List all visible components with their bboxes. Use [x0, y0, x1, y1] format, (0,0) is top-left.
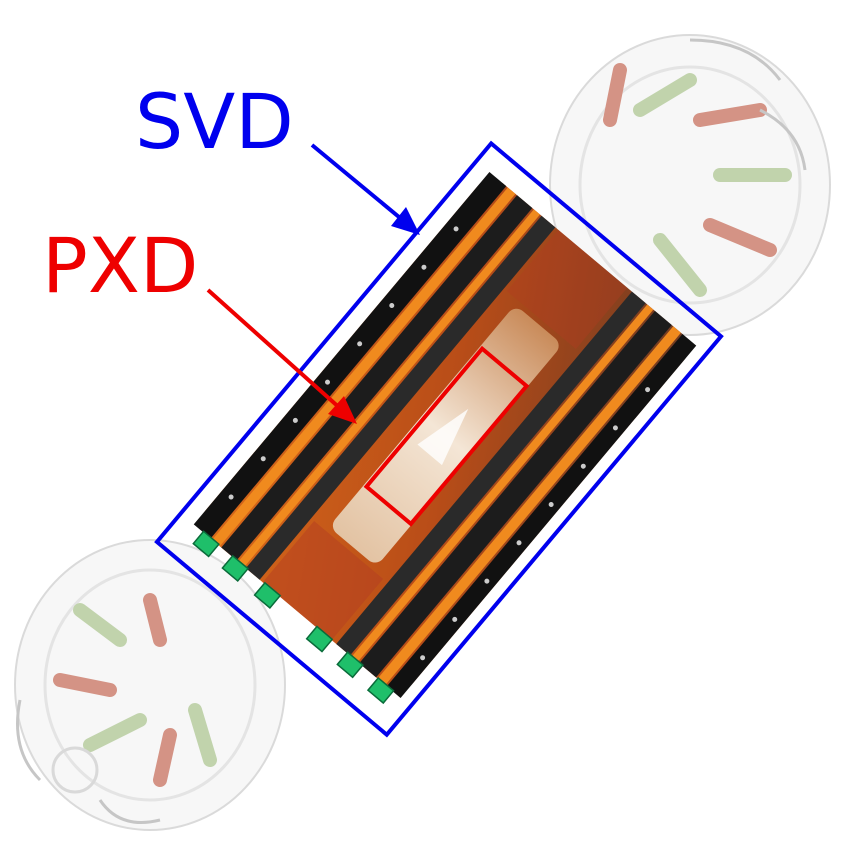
pxd-outline-box: [363, 345, 530, 527]
ladder-screws: [228, 226, 651, 661]
end-cabling: [262, 229, 628, 641]
pxd-label: PXD: [42, 221, 198, 310]
svd-label: SVD: [135, 77, 294, 166]
svd-outline-box: [154, 140, 724, 738]
svd-arrow: [310, 143, 420, 235]
pxd-arrow: [206, 288, 357, 424]
lower-end-flange: [14, 539, 286, 831]
detector-barrel: [154, 140, 724, 738]
svd-ladders-bottom: [336, 291, 697, 698]
svd-ladders-top: [193, 172, 556, 580]
upper-end-flange: [549, 34, 831, 336]
readout-connectors: [192, 530, 395, 705]
